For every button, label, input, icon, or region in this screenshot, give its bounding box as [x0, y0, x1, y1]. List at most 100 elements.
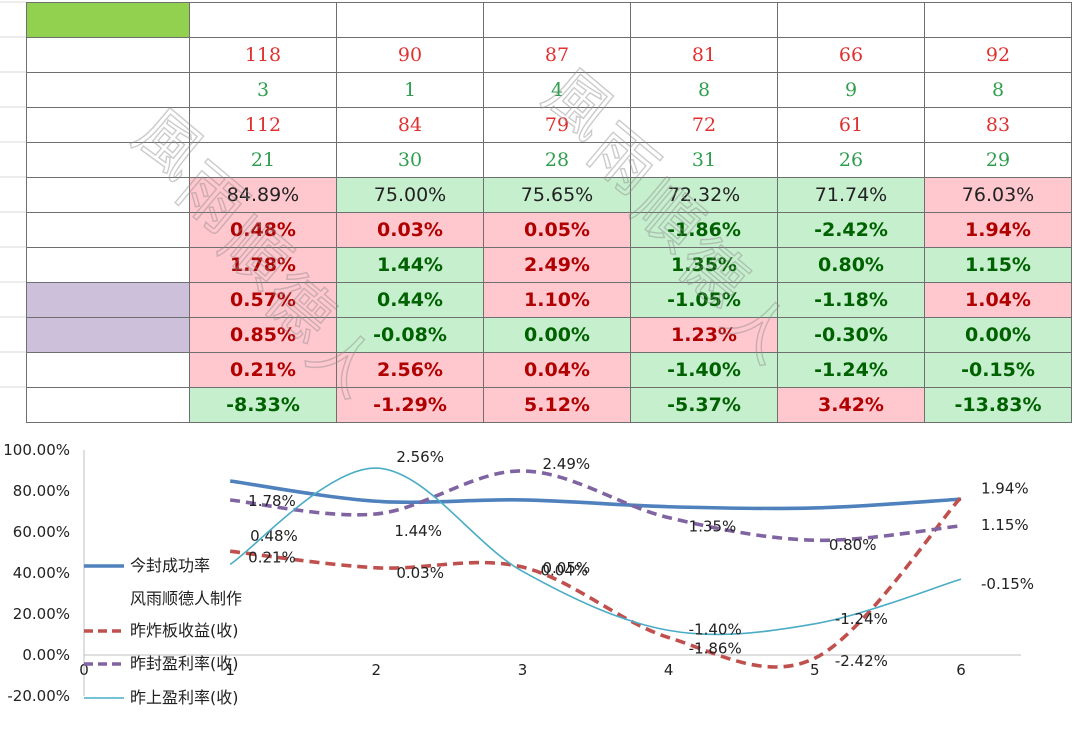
value-cell[interactable]: 81 — [630, 37, 778, 73]
row-label-cell[interactable] — [26, 37, 190, 73]
value-cell[interactable]: 87 — [483, 37, 631, 73]
row-label-cell[interactable] — [26, 177, 190, 213]
row-label-cell[interactable] — [26, 107, 190, 143]
value-cell[interactable]: -1.29% — [336, 387, 484, 423]
value-cell[interactable]: 92 — [924, 37, 1072, 73]
value-cell[interactable]: 84 — [336, 107, 484, 143]
value-cell[interactable]: 0.00% — [924, 317, 1072, 353]
value-cell[interactable]: 26 — [777, 142, 925, 178]
value-cell[interactable]: -1.05% — [630, 282, 778, 318]
table-row: 21 30 28 31 26 29 — [26, 142, 1072, 178]
value-cell[interactable]: -2.42% — [777, 212, 925, 248]
value-cell[interactable]: 21 — [189, 142, 337, 178]
value-cell[interactable]: 0.03% — [336, 212, 484, 248]
value-cell[interactable]: 0.57% — [189, 282, 337, 318]
header-day-cell[interactable] — [630, 2, 778, 38]
data-label: 1.15% — [981, 516, 1029, 534]
value-cell[interactable]: 1.04% — [924, 282, 1072, 318]
data-label: 1.35% — [689, 518, 737, 536]
value-cell[interactable]: 0.44% — [336, 282, 484, 318]
value-cell[interactable]: 4 — [483, 72, 631, 108]
value-cell[interactable]: 8 — [630, 72, 778, 108]
value-cell[interactable]: 0.21% — [189, 352, 337, 388]
header-day-cell[interactable] — [483, 2, 631, 38]
y-tick-label: 40.00% — [13, 564, 70, 582]
value-cell[interactable]: 75.65% — [483, 177, 631, 213]
value-cell[interactable]: 112 — [189, 107, 337, 143]
value-cell[interactable]: 0.05% — [483, 212, 631, 248]
value-cell[interactable]: 9 — [777, 72, 925, 108]
value-cell[interactable]: 83 — [924, 107, 1072, 143]
value-cell[interactable]: 79 — [483, 107, 631, 143]
header-day-cell[interactable] — [777, 2, 925, 38]
value-cell[interactable]: 0.00% — [483, 317, 631, 353]
legend-label: 昨炸板收益(收) — [130, 621, 239, 640]
data-label: -0.15% — [981, 575, 1034, 593]
table-row: -8.33% -1.29% 5.12% -5.37% 3.42% -13.83% — [26, 387, 1072, 423]
value-cell[interactable]: 2.56% — [336, 352, 484, 388]
value-cell[interactable]: 75.00% — [336, 177, 484, 213]
series-line — [229, 479, 962, 511]
value-cell[interactable]: -0.30% — [777, 317, 925, 353]
header-day-cell[interactable] — [336, 2, 484, 38]
value-cell[interactable]: 31 — [630, 142, 778, 178]
value-cell[interactable]: -0.08% — [336, 317, 484, 353]
y-tick-label: 60.00% — [13, 523, 70, 541]
row-label-cell[interactable] — [26, 387, 190, 423]
y-tick-label: 0.00% — [22, 646, 70, 664]
value-cell[interactable]: 8 — [924, 72, 1072, 108]
value-cell[interactable]: 0.85% — [189, 317, 337, 353]
value-cell[interactable]: 30 — [336, 142, 484, 178]
value-cell[interactable]: 71.74% — [777, 177, 925, 213]
row-label-cell[interactable] — [26, 317, 190, 353]
row-label-cell[interactable] — [26, 212, 190, 248]
legend-label: 昨上盈利率(收) — [130, 688, 239, 707]
value-cell[interactable]: 0.04% — [483, 352, 631, 388]
value-cell[interactable]: 0.48% — [189, 212, 337, 248]
value-cell[interactable]: 1.44% — [336, 247, 484, 283]
value-cell[interactable]: 66 — [777, 37, 925, 73]
value-cell[interactable]: 29 — [924, 142, 1072, 178]
value-cell[interactable]: 3.42% — [777, 387, 925, 423]
row-label-cell[interactable] — [26, 247, 190, 283]
sentiment-table: 118 90 87 81 66 92 3 1 4 8 9 8 112 84 79 72 61 83 21 30 28 31… — [26, 2, 1072, 423]
value-cell[interactable]: 2.49% — [483, 247, 631, 283]
row-label-cell[interactable] — [26, 142, 190, 178]
value-cell[interactable]: 0.80% — [777, 247, 925, 283]
value-cell[interactable]: -0.15% — [924, 352, 1072, 388]
header-title-cell[interactable] — [26, 2, 190, 38]
value-cell[interactable]: 1.23% — [630, 317, 778, 353]
value-cell[interactable]: -5.37% — [630, 387, 778, 423]
x-tick-label: 3 — [518, 661, 528, 679]
value-cell[interactable]: 3 — [189, 72, 337, 108]
value-cell[interactable]: -13.83% — [924, 387, 1072, 423]
value-cell[interactable]: 1.94% — [924, 212, 1072, 248]
table-row: 0.21% 2.56% 0.04% -1.40% -1.24% -0.15% — [26, 352, 1072, 388]
value-cell[interactable]: 5.12% — [483, 387, 631, 423]
header-day-cell[interactable] — [924, 2, 1072, 38]
value-cell[interactable]: 1.15% — [924, 247, 1072, 283]
value-cell[interactable]: 1.78% — [189, 247, 337, 283]
value-cell[interactable]: -1.18% — [777, 282, 925, 318]
header-day-cell[interactable] — [189, 2, 337, 38]
value-cell[interactable]: 84.89% — [189, 177, 337, 213]
value-cell[interactable]: -1.40% — [630, 352, 778, 388]
value-cell[interactable]: -8.33% — [189, 387, 337, 423]
value-cell[interactable]: -1.24% — [777, 352, 925, 388]
value-cell[interactable]: 1.10% — [483, 282, 631, 318]
market-sentiment-sheet: 118 90 87 81 66 92 3 1 4 8 9 8 112 84 79 72 61 83 21 30 28 31… — [26, 2, 1072, 423]
row-label-cell[interactable] — [26, 352, 190, 388]
value-cell[interactable]: 72.32% — [630, 177, 778, 213]
value-cell[interactable]: 28 — [483, 142, 631, 178]
value-cell[interactable]: 118 — [189, 37, 337, 73]
row-label-cell[interactable] — [26, 282, 190, 318]
row-label-cell[interactable] — [26, 72, 190, 108]
value-cell[interactable]: 72 — [630, 107, 778, 143]
value-cell[interactable]: 1 — [336, 72, 484, 108]
value-cell[interactable]: -1.86% — [630, 212, 778, 248]
legend-label: 昨封盈利率(收) — [130, 654, 239, 673]
value-cell[interactable]: 76.03% — [924, 177, 1072, 213]
value-cell[interactable]: 1.35% — [630, 247, 778, 283]
value-cell[interactable]: 90 — [336, 37, 484, 73]
value-cell[interactable]: 61 — [777, 107, 925, 143]
